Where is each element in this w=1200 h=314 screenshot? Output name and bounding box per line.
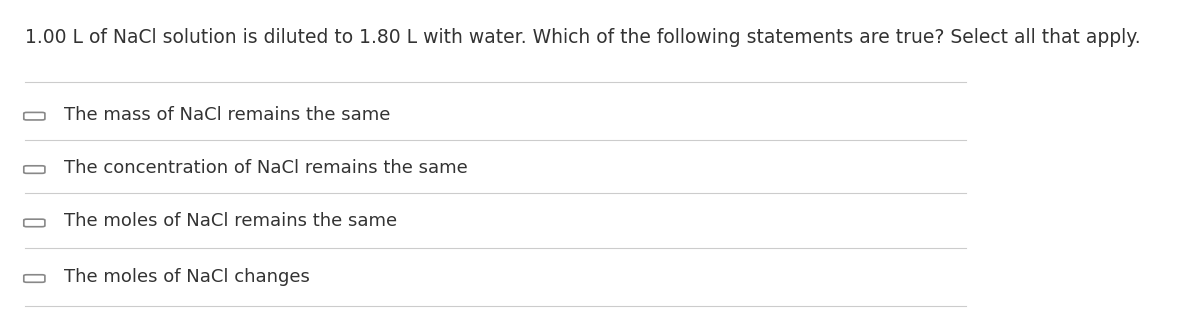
Text: The moles of NaCl remains the same: The moles of NaCl remains the same <box>65 212 397 230</box>
FancyBboxPatch shape <box>24 219 44 227</box>
FancyBboxPatch shape <box>24 112 44 120</box>
FancyBboxPatch shape <box>24 275 44 282</box>
FancyBboxPatch shape <box>24 166 44 173</box>
Text: The moles of NaCl changes: The moles of NaCl changes <box>65 268 311 286</box>
Text: The concentration of NaCl remains the same: The concentration of NaCl remains the sa… <box>65 159 468 177</box>
Text: The mass of NaCl remains the same: The mass of NaCl remains the same <box>65 106 391 124</box>
Text: 1.00 L of NaCl solution is diluted to 1.80 L with water. Which of the following : 1.00 L of NaCl solution is diluted to 1.… <box>25 28 1140 47</box>
